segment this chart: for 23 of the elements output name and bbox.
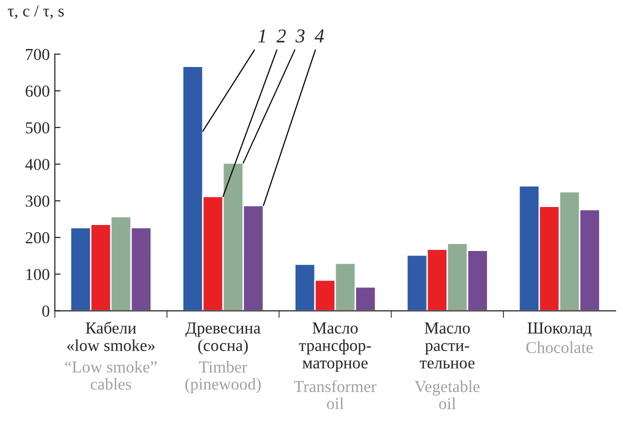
y-tick-label: 300 <box>26 196 50 207</box>
y-tick-label: 200 <box>26 232 50 244</box>
x-tick-label: Масло трансфор- маторное <box>299 322 371 372</box>
text: Vegetable oil <box>414 380 480 410</box>
text: 1 <box>258 29 266 42</box>
text: Timber (pinewood) <box>185 360 261 394</box>
text: 2 <box>276 29 286 42</box>
y-axis-title: τ, c / τ, s <box>8 5 64 19</box>
y-tick-label: 400 <box>25 158 50 170</box>
x-tick-label: Масло расти- тельное <box>420 322 474 368</box>
x-tick-label: Кабели «low smoke» <box>67 322 155 352</box>
y-tick-label: 600 <box>26 86 50 97</box>
x-tick-label: Шоколад <box>528 322 592 337</box>
y-tick-label: 700 <box>26 48 50 60</box>
y-tick-label: 100 <box>26 268 50 280</box>
text: 3 <box>296 29 305 43</box>
text: Transformer oil <box>294 380 376 410</box>
y-tick-label: 0 <box>42 306 50 317</box>
text: Chocolate <box>526 341 593 354</box>
x-tick-label: Древесина (сосна) <box>185 322 260 354</box>
text: 4 <box>314 30 324 42</box>
text: “Low smoke” cables <box>65 360 157 390</box>
y-tick-label: 500 <box>26 122 50 134</box>
